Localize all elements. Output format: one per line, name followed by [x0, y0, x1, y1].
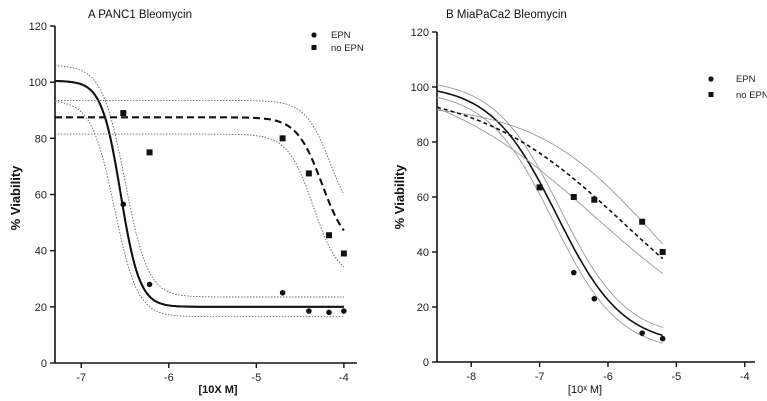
no-epn-fit-curve — [55, 116, 345, 232]
no-epn-data-point — [120, 110, 127, 117]
y-tick-label: 0 — [423, 357, 429, 369]
x-tick-label: -5 — [671, 371, 681, 383]
x-tick-label: -4 — [339, 372, 349, 384]
x-tick-label: -6 — [164, 372, 174, 384]
panel-a-legend-epn: EPN — [331, 30, 351, 41]
no-epn-ci-upper-curve — [55, 99, 345, 195]
no-epn-data-point — [570, 194, 577, 200]
panel-a-legend-no-epn: no EPN — [331, 43, 364, 54]
panel-b-axes: 0 20 40 60 80 100 120 -8 -7 -6 -5 -4 — [411, 27, 755, 383]
epn-data-point — [306, 308, 312, 314]
legend-epn-marker — [311, 32, 317, 38]
x-tick-label: -6 — [603, 371, 613, 383]
no-epn-ci-lower-curve — [55, 133, 345, 268]
y-tick-label: 0 — [41, 358, 47, 370]
no-epn-ci-upper-curve — [436, 109, 664, 245]
epn-data-point — [639, 330, 645, 336]
no-epn-data-point — [536, 184, 543, 191]
panel-b-points — [536, 184, 666, 342]
epn-ci-upper-curve — [436, 84, 663, 328]
no-epn-fit-curve — [436, 106, 664, 260]
panel-a-title: A PANC1 Bleomycin — [88, 9, 192, 21]
x-tick-label: -4 — [740, 371, 750, 383]
y-tick-label: 60 — [417, 192, 429, 204]
panel-a-x-axis-label: [10X M] — [198, 384, 237, 396]
no-epn-ci-lower-curve — [436, 107, 663, 274]
panel-b-legend-epn: EPN — [736, 74, 756, 85]
epn-data-point — [591, 295, 598, 302]
epn-data-point — [659, 335, 666, 342]
epn-ci-lower-curve — [54, 101, 344, 318]
y-tick-label: 100 — [411, 82, 429, 94]
y-tick-label: 80 — [35, 133, 47, 145]
y-tick-label: 20 — [417, 302, 429, 314]
panel-b-x-axis-label: [10ˣ M] — [568, 384, 602, 396]
epn-data-point — [341, 308, 347, 314]
epn-data-point — [570, 269, 577, 276]
panel-b-title: B MiaPaCa2 Bleomycin — [446, 9, 567, 21]
no-epn-data-point — [305, 170, 312, 177]
panel-b-legend: EPN no EPN — [708, 74, 767, 101]
epn-data-point — [326, 309, 332, 316]
panel-a-chart: A PANC1 Bleomycin % Viability [10X M] 0 2… — [8, 9, 364, 396]
panel-a-points — [120, 110, 347, 316]
panel-a-curves — [54, 65, 345, 318]
x-tick-label: -5 — [251, 372, 261, 384]
epn-data-point — [146, 281, 153, 288]
no-epn-data-point — [146, 149, 153, 156]
panel-a-axes: 0 20 40 60 80 100 120 -7 -6 -5 -4 — [29, 21, 357, 384]
no-epn-data-point — [659, 249, 666, 255]
y-tick-label: 60 — [35, 190, 47, 202]
y-tick-label: 100 — [29, 77, 47, 89]
no-epn-data-point — [639, 218, 646, 225]
no-epn-data-point — [591, 196, 598, 203]
legend-epn-marker — [708, 76, 714, 82]
panel-a-y-axis-label: % Viability — [8, 165, 23, 231]
x-tick-label: -8 — [466, 371, 476, 383]
panel-b-y-axis-label: % Viability — [392, 164, 407, 230]
y-tick-label: 120 — [29, 21, 47, 33]
panel-b-chart: B MiaPaCa2 Bleomycin % Viability [10ˣ M]… — [392, 9, 767, 396]
y-tick-label: 40 — [35, 246, 47, 258]
panel-b-legend-no-epn: no EPN — [736, 90, 767, 101]
legend-no-epn-marker — [708, 92, 714, 97]
x-tick-label: -7 — [535, 371, 545, 383]
epn-data-point — [279, 289, 286, 296]
legend-no-epn-marker — [311, 45, 317, 50]
epn-ci-lower-curve — [436, 96, 663, 344]
panel-b-curves — [436, 84, 664, 344]
no-epn-data-point — [279, 135, 286, 142]
y-tick-label: 40 — [417, 247, 429, 259]
epn-fit-curve — [55, 79, 344, 308]
x-tick-label: -7 — [76, 372, 86, 384]
epn-ci-upper-curve — [54, 65, 344, 298]
y-tick-label: 80 — [417, 137, 429, 149]
epn-data-point — [120, 201, 127, 208]
no-epn-data-point — [325, 232, 332, 239]
epn-fit-curve — [436, 90, 663, 337]
no-epn-data-point — [340, 250, 347, 257]
y-tick-label: 20 — [35, 302, 47, 314]
y-tick-label: 120 — [411, 27, 429, 39]
panel-a-legend: EPN no EPN — [311, 30, 364, 54]
